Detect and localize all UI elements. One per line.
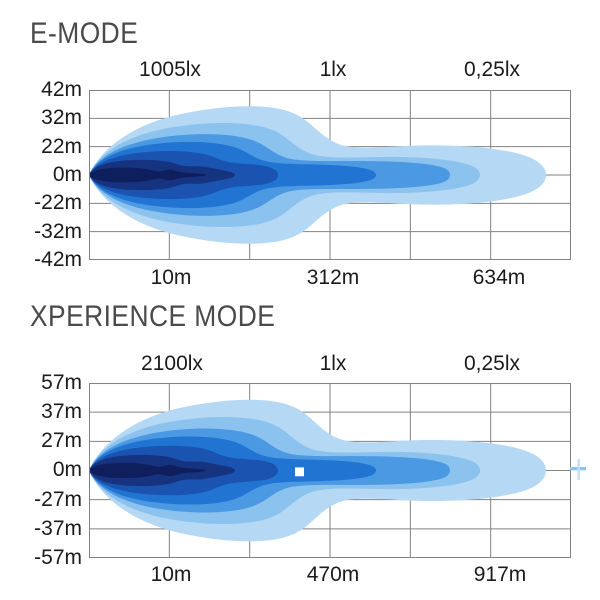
- y-tick-label: -57m: [34, 546, 82, 569]
- y-tick-label: -42m: [34, 248, 82, 271]
- x-tick-label: 470m: [306, 563, 360, 586]
- right-edge-tick-vertical: [577, 458, 580, 480]
- y-tick-label: -32m: [34, 220, 82, 243]
- y-tick-label: 27m: [41, 429, 82, 452]
- y-tick-label: -37m: [34, 517, 82, 540]
- plot-border: [89, 90, 571, 260]
- xperience-mode-beam-plot: [89, 383, 586, 558]
- lux-label: 1lx: [319, 352, 347, 375]
- white-square-marker: [295, 467, 304, 477]
- beam-contour-level-7: [89, 462, 206, 479]
- e-mode-beam-plot: [89, 90, 571, 260]
- lux-label: 1lx: [319, 58, 347, 81]
- chart-title-xperience-mode: XPERIENCE MODE: [30, 300, 276, 333]
- chart-title-e-mode: E-MODE: [30, 17, 139, 50]
- plot-border: [89, 383, 571, 558]
- x-tick-label: 917m: [473, 563, 527, 586]
- lux-label: 1005lx: [139, 58, 201, 81]
- x-tick-label: 10m: [150, 563, 192, 586]
- y-tick-label: 22m: [41, 135, 82, 158]
- x-tick-label: 634m: [472, 266, 526, 289]
- y-tick-label: 37m: [41, 400, 82, 423]
- x-tick-label: 312m: [306, 266, 360, 289]
- beam-contour-level-7: [89, 167, 206, 183]
- lux-label: 0,25lx: [463, 58, 521, 81]
- y-tick-label: -27m: [34, 488, 82, 511]
- lux-label: 0,25lx: [463, 352, 521, 375]
- y-tick-label: -22m: [34, 191, 82, 214]
- y-tick-label: 0m: [52, 163, 82, 186]
- x-tick-label: 10m: [150, 266, 192, 289]
- y-tick-label: 32m: [41, 106, 82, 129]
- lux-label: 2100lx: [141, 352, 203, 375]
- y-tick-label: 57m: [41, 371, 82, 394]
- y-tick-label: 0m: [52, 458, 82, 481]
- y-tick-label: 42m: [41, 78, 82, 101]
